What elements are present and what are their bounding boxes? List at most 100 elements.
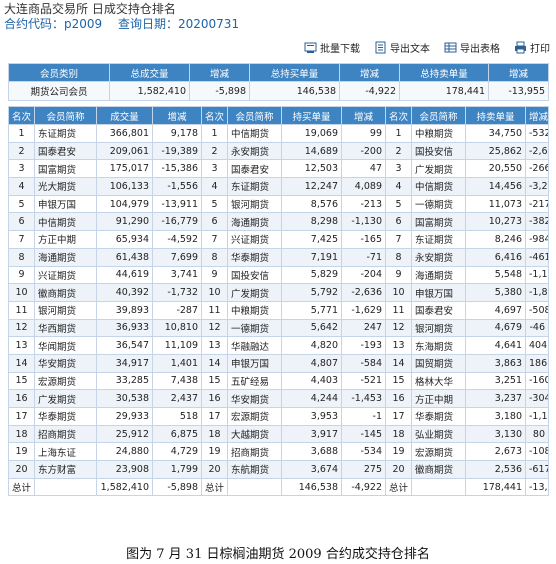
summary-volume-change: -5,898	[189, 81, 250, 101]
header-short-change: 增减	[525, 106, 549, 125]
member-cell: 海通期货	[411, 265, 466, 285]
rank-cell: 6	[385, 212, 412, 232]
long-change-cell: -200	[341, 141, 386, 161]
total-row: 总计 1,582,410 -5,898 总计 146,538 -4,922 总计 178,44…	[8, 477, 549, 497]
exchange-title: 大连商品交易所 日成交持仓排名	[4, 2, 176, 16]
member-cell: 海通期货	[34, 247, 97, 267]
table-row: 8 海通期货 61,438 7,699 8 华泰期货 7,191 -71 8 永安期货 6,416-…	[8, 247, 549, 267]
summary-row: 期货公司会员 1,582,410 -5,898 146,538 -4,922 1…	[8, 81, 549, 101]
member-cell: 国富期货	[411, 212, 466, 232]
member-cell: 申银万国	[227, 353, 282, 373]
member-cell: 中信期货	[411, 177, 466, 196]
rank-cell: 7	[201, 230, 228, 249]
query-info: 合约代码：p2009 查询日期：20200731	[4, 17, 251, 32]
rank-cell: 12	[385, 318, 412, 338]
volume-cell: 104,979	[96, 194, 153, 214]
rank-cell: 17	[8, 407, 35, 426]
table-row: 20 东方财富 23,908 1,799 20 东航期货 3,674 275 20 徽商期货 2,5…	[8, 460, 549, 479]
short-position-cell: 2,536	[465, 460, 526, 479]
volume-change-cell: -1,556	[152, 177, 202, 196]
member-cell: 招商期货	[227, 442, 282, 462]
text-file-icon	[375, 41, 386, 54]
print-button[interactable]: 打印	[514, 40, 550, 55]
query-date: 查询日期：20200731	[118, 17, 240, 31]
rank-cell: 18	[385, 424, 412, 444]
member-cell: 东海期货	[411, 336, 466, 355]
rank-cell: 11	[8, 300, 35, 320]
volume-cell: 23,908	[96, 460, 153, 479]
member-cell: 国泰君安	[411, 300, 466, 320]
volume-cell: 33,285	[96, 371, 153, 391]
short-change-cell: -1,166	[525, 265, 549, 285]
member-cell: 方正中期	[411, 389, 466, 408]
header-long-position: 持买单量	[281, 106, 342, 125]
member-cell: 上海东证	[34, 442, 97, 462]
rank-cell: 2	[8, 141, 35, 161]
member-cell: 华泰期货	[227, 247, 282, 267]
rank-cell: 13	[201, 336, 228, 355]
volume-cell: 36,933	[96, 318, 153, 338]
rank-cell: 19	[385, 442, 412, 462]
long-change-cell: 4,089	[341, 177, 386, 196]
header-long-change: 增减	[341, 106, 386, 125]
rank-cell: 9	[8, 265, 35, 285]
volume-change-cell: 9,178	[152, 124, 202, 143]
member-cell: 大越期货	[227, 424, 282, 444]
short-change-cell: -46	[525, 318, 549, 338]
long-position-cell: 12,503	[281, 159, 342, 179]
table-row: 10 徽商期货 40,392 -1,732 10 广发期货 5,792 -2,636 10 申银万…	[8, 283, 549, 302]
short-position-cell: 3,251	[465, 371, 526, 391]
short-change-cell: -108	[525, 442, 549, 462]
export-table-button[interactable]: 导出表格	[444, 40, 500, 55]
summary-header-long-change: 增减	[339, 63, 400, 82]
rank-cell: 1	[8, 124, 35, 143]
rank-cell: 12	[201, 318, 228, 338]
volume-cell: 106,133	[96, 177, 153, 196]
volume-cell: 36,547	[96, 336, 153, 355]
member-cell: 兴证期货	[34, 265, 97, 285]
table-row: 3 国富期货 175,017 -15,386 3 国泰君安 12,503 47 3 广发期货 20,…	[8, 159, 549, 179]
short-change-cell: -217	[525, 194, 549, 214]
rank-cell: 5	[201, 194, 228, 214]
short-position-cell: 5,380	[465, 283, 526, 302]
volume-cell: 61,438	[96, 247, 153, 267]
member-cell: 银河期货	[227, 194, 282, 214]
member-cell: 中信期货	[34, 212, 97, 232]
export-text-button[interactable]: 导出文本	[374, 40, 430, 55]
table-row: 12 华西期货 36,933 10,810 12 一德期货 5,642 247 12 银河期货 4,…	[8, 318, 549, 338]
table-row: 16 广发期货 30,538 2,437 16 华安期货 4,244 -1,453 16 方正中期…	[8, 389, 549, 408]
rank-cell: 8	[201, 247, 228, 267]
volume-change-cell: 1,799	[152, 460, 202, 479]
long-position-cell: 8,298	[281, 212, 342, 232]
short-change-cell: -1,865	[525, 283, 549, 302]
member-cell: 广发期货	[34, 389, 97, 408]
batch-download-button[interactable]: 批量下载	[304, 40, 360, 55]
header-member: 会员简称	[227, 106, 282, 125]
rank-cell: 12	[8, 318, 35, 338]
rank-cell: 17	[385, 407, 412, 426]
summary-long-change: -4,922	[339, 81, 400, 101]
rank-cell: 2	[201, 141, 228, 161]
header-member: 会员简称	[411, 106, 466, 125]
long-change-cell: -193	[341, 336, 386, 355]
rank-cell: 2	[385, 141, 412, 161]
rank-cell: 15	[385, 371, 412, 391]
figure-caption: 图为 7 月 31 日棕榈油期货 2009 合约成交持仓排名	[126, 547, 430, 562]
volume-cell: 44,619	[96, 265, 153, 285]
rank-cell: 17	[201, 407, 228, 426]
member-cell: 华闻期货	[34, 336, 97, 355]
volume-change-cell: -1,732	[152, 283, 202, 302]
long-change-cell: -1,629	[341, 300, 386, 320]
volume-cell: 366,801	[96, 124, 153, 143]
short-change-cell: -266	[525, 159, 549, 179]
member-cell: 永安期货	[411, 247, 466, 267]
member-cell: 银河期货	[411, 318, 466, 338]
header-volume-change: 增减	[152, 106, 202, 125]
member-cell: 申银万国	[34, 194, 97, 214]
member-cell: 国投安信	[227, 265, 282, 285]
short-change-cell: -304	[525, 389, 549, 408]
rank-cell: 14	[385, 353, 412, 373]
rank-cell: 总计	[385, 477, 412, 497]
volume-change-cell: -287	[152, 300, 202, 320]
member-cell: 一德期货	[227, 318, 282, 338]
